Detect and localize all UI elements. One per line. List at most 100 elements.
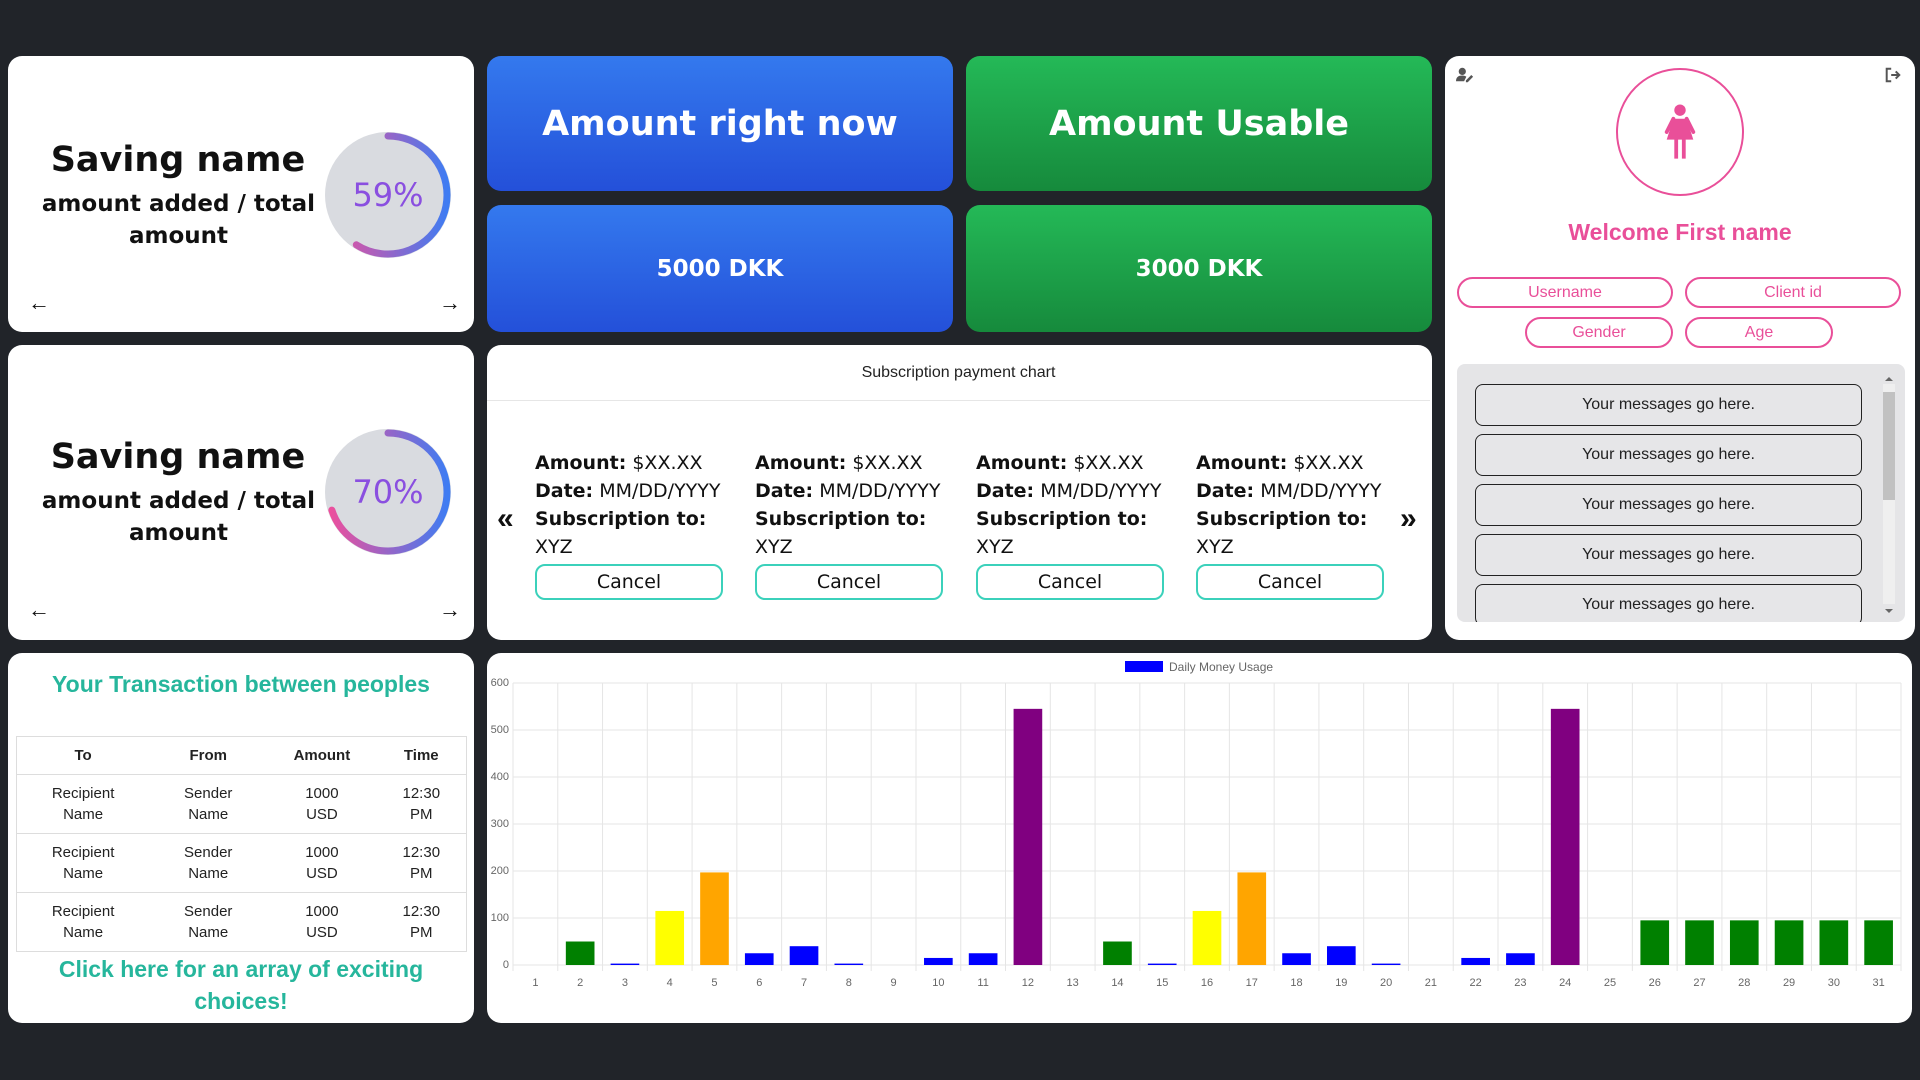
scrollbar-thumb[interactable]: [1883, 392, 1895, 500]
column-header: To: [16, 736, 150, 775]
subscription-label: Subscription to:: [535, 508, 707, 530]
subscription-item: Amount: $XX.XX Date: MM/DD/YYYY Subscrip…: [1196, 449, 1396, 600]
scroll-up-icon[interactable]: [1884, 376, 1894, 382]
bar-day-16: [1192, 910, 1222, 965]
saving-card-1: Saving name amount added / total amount …: [8, 56, 474, 332]
subscription-item: Amount: $XX.XX Date: MM/DD/YYYY Subscrip…: [976, 449, 1176, 600]
x-tick-label: 7: [801, 977, 807, 989]
saving-subtitle: amount added / total amount: [41, 191, 316, 249]
bar-day-3: [610, 963, 640, 965]
date-label: Date:: [755, 480, 814, 502]
y-tick-label: 200: [491, 865, 509, 877]
subscription-value: XYZ: [755, 536, 793, 558]
bar-day-4: [655, 910, 685, 965]
date-label: Date:: [976, 480, 1035, 502]
bar-day-11: [968, 953, 998, 965]
subscription-value: XYZ: [535, 536, 573, 558]
subscription-label: Subscription to:: [1196, 508, 1368, 530]
message-item: Your messages go here.: [1475, 384, 1862, 426]
date-label: Date:: [535, 480, 594, 502]
subscription-label: Subscription to:: [755, 508, 927, 530]
table-row: Recipient Name Sender Name 1000 USD 12:3…: [16, 833, 467, 893]
x-tick-label: 27: [1693, 977, 1705, 989]
chart-card: 0 100 200 300 400 500 600 1 2 3 4 5 6 7 8 9 10 11 12 13 14 15…: [487, 653, 1912, 1023]
transactions-table: To From Amount Time Recipient Name Sende…: [16, 736, 467, 952]
prev-arrow-icon[interactable]: ←: [28, 597, 50, 622]
date-value: MM/DD/YYYY: [1260, 480, 1382, 502]
bar-day-6: [744, 953, 774, 965]
x-tick-label: 30: [1828, 977, 1840, 989]
table-cell: 12:30 PM: [376, 833, 467, 893]
gender-pill[interactable]: Gender: [1525, 317, 1673, 348]
username-pill[interactable]: Username: [1457, 277, 1673, 308]
date-value: MM/DD/YYYY: [819, 480, 941, 502]
bar-day-27: [1685, 920, 1714, 965]
bar-day-31: [1864, 920, 1893, 965]
next-chevron-icon[interactable]: »: [1400, 502, 1417, 535]
x-tick-label: 11: [977, 977, 988, 989]
x-tick-label: 14: [1111, 977, 1123, 989]
x-tick-label: 10: [932, 977, 944, 989]
prev-chevron-icon[interactable]: «: [497, 502, 514, 535]
subscription-item: Amount: $XX.XX Date: MM/DD/YYYY Subscrip…: [535, 449, 735, 600]
scroll-down-icon[interactable]: [1884, 608, 1894, 614]
transactions-card: Your Transaction between peoples To From…: [8, 653, 474, 1023]
messages-panel[interactable]: Your messages go here. Your messages go …: [1457, 364, 1905, 622]
x-tick-label: 20: [1380, 977, 1392, 989]
cancel-button[interactable]: Cancel: [535, 564, 723, 600]
column-header: From: [149, 736, 268, 775]
saving-card-2: Saving name amount added / total amount …: [8, 345, 474, 640]
prev-arrow-icon[interactable]: ←: [28, 290, 50, 315]
bar-day-22: [1461, 957, 1490, 965]
next-arrow-icon[interactable]: →: [439, 290, 461, 315]
bar-day-29: [1774, 920, 1804, 965]
table-cell: Sender Name: [149, 774, 268, 834]
choices-link[interactable]: Click here for an array of exciting choi…: [58, 956, 424, 1014]
age-pill[interactable]: Age: [1685, 317, 1833, 348]
female-user-icon: [1664, 104, 1696, 159]
table-cell: 1000 USD: [267, 774, 377, 834]
table-cell: Sender Name: [149, 833, 268, 893]
date-value: MM/DD/YYYY: [1040, 480, 1162, 502]
logout-icon[interactable]: [1883, 66, 1903, 84]
x-tick-label: 31: [1872, 977, 1884, 989]
bar-day-5: [700, 872, 729, 965]
edit-user-icon[interactable]: [1455, 66, 1475, 84]
amount-label: Amount:: [755, 452, 847, 474]
bar-day-7: [789, 946, 819, 965]
column-header: Amount: [267, 736, 377, 775]
bar-day-8: [834, 963, 864, 965]
y-tick-label: 500: [491, 724, 509, 736]
cancel-button[interactable]: Cancel: [755, 564, 943, 600]
table-row: Recipient Name Sender Name 1000 USD 12:3…: [16, 892, 467, 952]
saving-percent: 59%: [352, 176, 423, 214]
client-id-pill[interactable]: Client id: [1685, 277, 1901, 308]
table-cell: Recipient Name: [16, 833, 150, 893]
saving-title: Saving name: [50, 437, 306, 477]
bar-day-10: [924, 957, 953, 965]
x-tick-label: 22: [1470, 977, 1482, 989]
table-cell: 12:30 PM: [376, 892, 467, 952]
y-tick-label: 400: [491, 771, 509, 783]
bar-day-20: [1371, 963, 1401, 965]
amount-label: Amount:: [1196, 452, 1288, 474]
cancel-button[interactable]: Cancel: [976, 564, 1164, 600]
cancel-button[interactable]: Cancel: [1196, 564, 1384, 600]
y-tick-label: 300: [491, 818, 509, 830]
saving-progress-ring: 70%: [325, 429, 451, 555]
bar-day-14: [1103, 941, 1132, 965]
subscription-label: Subscription to:: [976, 508, 1148, 530]
next-arrow-icon[interactable]: →: [439, 597, 461, 622]
x-tick-label: 9: [891, 977, 897, 989]
date-label: Date:: [1196, 480, 1255, 502]
bar-day-19: [1326, 946, 1356, 965]
message-item: Your messages go here.: [1475, 584, 1862, 622]
legend-label: Daily Money Usage: [1169, 660, 1273, 674]
profile-card: Welcome First name Username Client id Ge…: [1445, 56, 1915, 640]
x-tick-label: 12: [1022, 977, 1034, 989]
table-cell: 1000 USD: [267, 892, 377, 952]
avatar: [1616, 68, 1744, 196]
amount-label: Amount:: [535, 452, 627, 474]
x-tick-label: 25: [1604, 977, 1616, 989]
